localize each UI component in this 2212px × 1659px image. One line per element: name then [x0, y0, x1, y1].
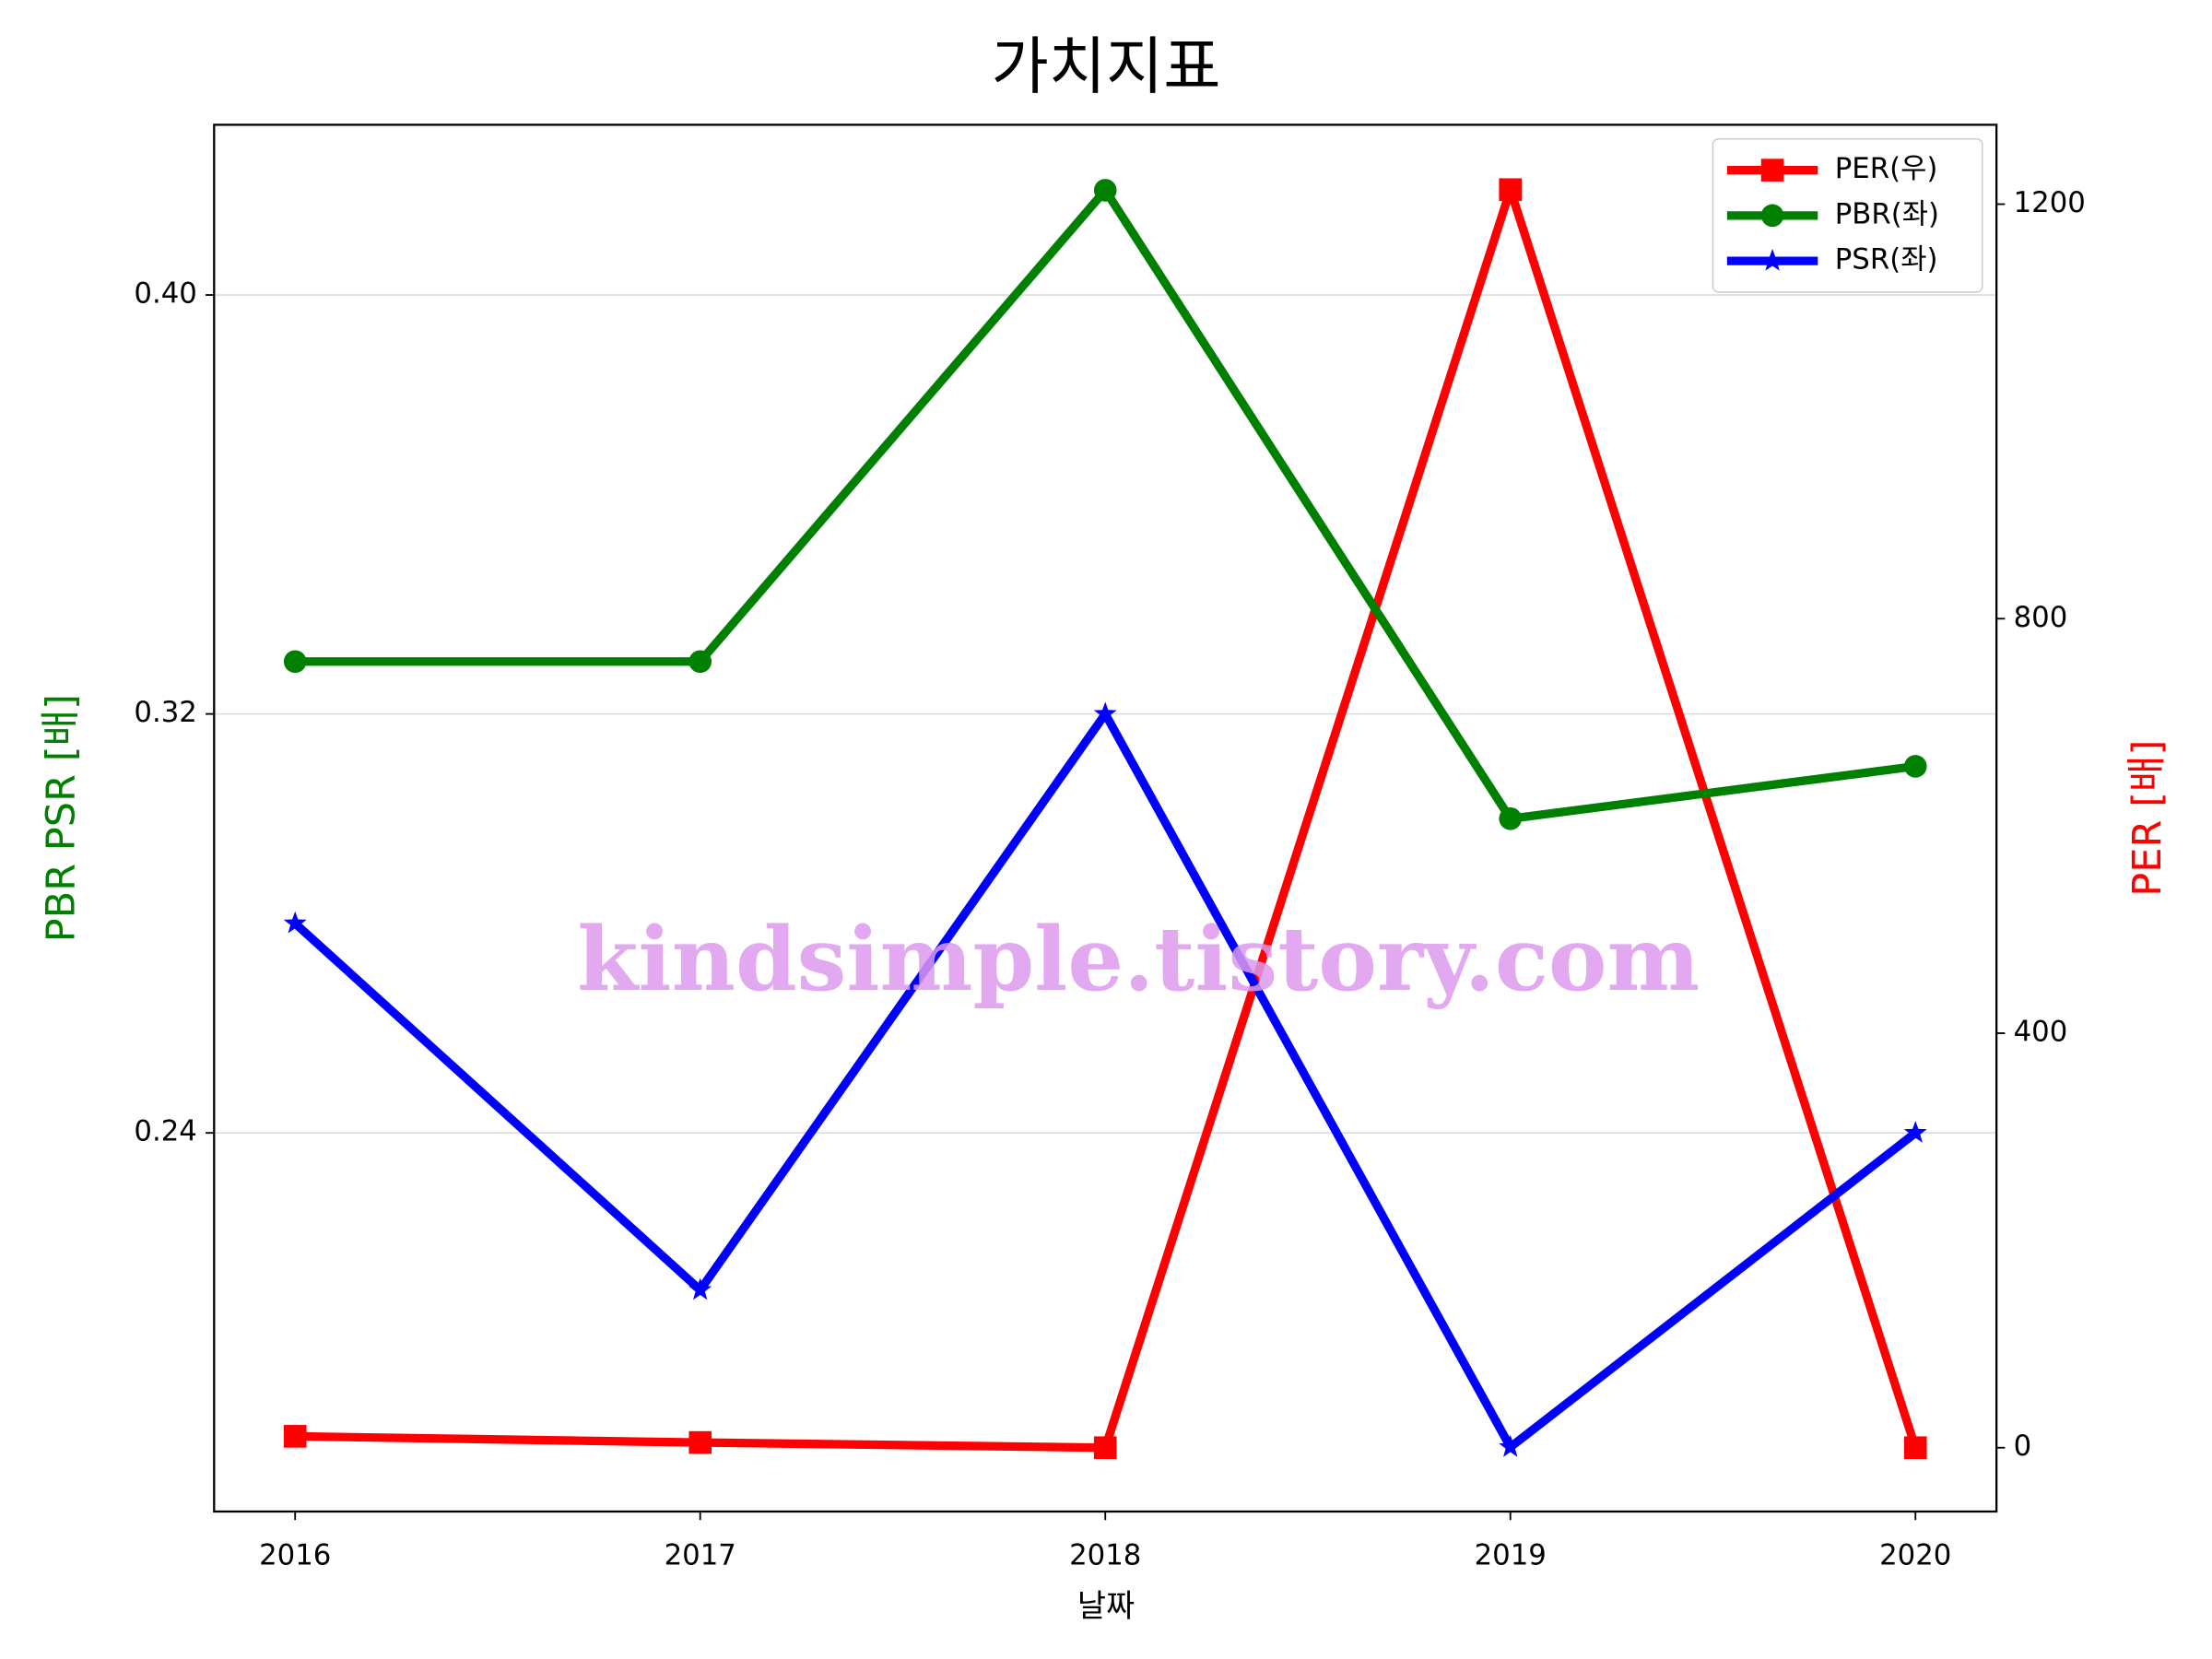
y2-tick-label: 1200 — [2014, 186, 2086, 219]
y2-tick-label: 0 — [2014, 1430, 2032, 1463]
legend: PER(우) PBR(좌) PSR(좌) — [1712, 138, 1983, 293]
y-tick-label: 0.24 — [134, 1115, 196, 1148]
x-axis-label: 날짜 — [1077, 1588, 1135, 1624]
data-point — [1093, 179, 1117, 202]
y-tick-label: 0.32 — [134, 696, 196, 729]
y-axis-label: PBR PSR [배] — [39, 694, 85, 942]
data-point — [688, 1277, 712, 1300]
data-point — [1093, 1436, 1117, 1460]
x-tick-label: 2019 — [1475, 1539, 1547, 1572]
data-point — [1903, 1121, 1927, 1143]
legend-label: PBR(좌) — [1835, 197, 1939, 230]
plot-frame — [213, 124, 1998, 1513]
legend-label: PSR(좌) — [1835, 243, 1938, 276]
legend-marker — [1760, 159, 1784, 182]
x-tick-label: 2017 — [665, 1539, 736, 1572]
data-point — [283, 1425, 307, 1448]
watermark: kindsimple.tistory.com — [577, 908, 1700, 1011]
data-point — [1903, 1436, 1927, 1460]
legend-marker — [1760, 204, 1784, 228]
legend-marker — [1760, 249, 1784, 271]
legend-label: PER(우) — [1835, 152, 1938, 185]
data-point — [688, 1430, 712, 1454]
y-tick-label: 0.40 — [134, 277, 196, 311]
data-point — [1903, 755, 1927, 778]
data-point — [283, 650, 307, 674]
data-point — [1499, 806, 1523, 830]
data-point — [688, 650, 712, 674]
data-point — [283, 911, 307, 934]
y2-tick-label: 400 — [2014, 1015, 2068, 1048]
x-tick-label: 2018 — [1069, 1539, 1141, 1572]
data-point — [1499, 178, 1523, 202]
data-point — [1499, 1435, 1523, 1457]
y2-tick-label: 800 — [2014, 601, 2068, 634]
x-tick-label: 2016 — [259, 1539, 331, 1572]
data-point — [1093, 701, 1117, 724]
x-tick-label: 2020 — [1879, 1539, 1951, 1572]
chart-title: 가치지표 — [991, 29, 1220, 102]
y2-axis-label: PER [배] — [2124, 740, 2171, 897]
